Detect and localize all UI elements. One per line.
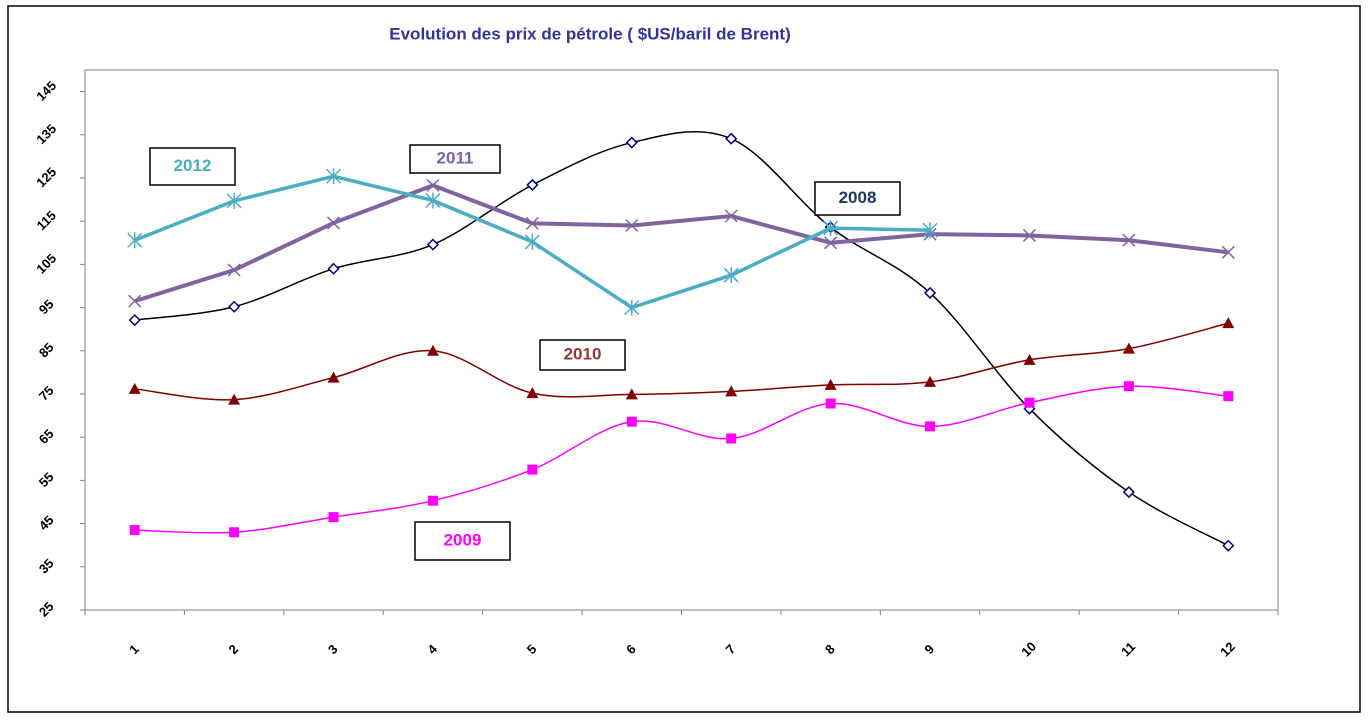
marker — [1222, 317, 1235, 329]
marker — [128, 314, 141, 327]
marker — [1123, 381, 1134, 392]
series-label-box — [539, 339, 626, 371]
marker — [526, 387, 539, 399]
marker — [1223, 391, 1234, 402]
marker — [229, 527, 240, 538]
marker — [128, 294, 142, 308]
marker — [724, 209, 738, 223]
marker — [824, 236, 838, 250]
series-label: 2009 — [444, 530, 482, 549]
series-label: 2010 — [564, 344, 602, 363]
marker — [1022, 228, 1036, 242]
marker — [128, 382, 141, 394]
marker — [1122, 486, 1135, 499]
marker — [1023, 353, 1036, 365]
marker — [625, 388, 638, 400]
marker — [625, 218, 639, 233]
marker — [427, 495, 438, 506]
marker — [726, 433, 737, 444]
marker — [228, 300, 241, 313]
chart-border — [7, 5, 1361, 713]
series-label: 2012 — [174, 156, 212, 175]
marker — [924, 375, 937, 387]
marker — [825, 398, 836, 409]
marker — [227, 263, 241, 277]
marker — [426, 178, 440, 192]
series-label-box — [414, 521, 511, 561]
marker — [525, 216, 539, 230]
marker — [725, 385, 738, 397]
marker — [625, 136, 638, 149]
marker — [1221, 245, 1235, 259]
series-line — [134, 183, 1229, 304]
marker — [725, 132, 738, 145]
marker — [426, 238, 440, 251]
series-label-box — [409, 144, 501, 174]
marker — [524, 233, 540, 250]
series-label: 2008 — [839, 188, 877, 207]
marker — [1122, 342, 1135, 354]
marker — [823, 220, 839, 237]
series-line — [134, 322, 1229, 401]
marker — [327, 262, 340, 275]
marker — [626, 416, 637, 427]
marker — [228, 393, 241, 405]
marker — [527, 464, 538, 475]
series-label-box — [814, 181, 901, 216]
marker — [426, 344, 439, 356]
marker — [425, 192, 441, 209]
marker — [129, 525, 140, 536]
chart-title: Evolution des prix de pétrole ( $US/bari… — [389, 24, 790, 43]
marker — [326, 168, 342, 185]
marker — [1122, 233, 1136, 247]
marker — [922, 222, 938, 239]
marker — [1024, 397, 1035, 408]
marker — [925, 421, 936, 432]
marker — [723, 267, 739, 284]
marker — [1222, 539, 1235, 552]
marker — [226, 192, 242, 209]
series-label-box — [149, 147, 236, 186]
marker — [824, 378, 837, 390]
marker — [327, 371, 340, 383]
marker — [127, 232, 143, 249]
marker — [923, 286, 937, 299]
marker — [526, 178, 539, 191]
series-label: 2011 — [437, 148, 474, 167]
marker — [624, 299, 640, 316]
marker — [328, 512, 339, 523]
marker — [327, 216, 341, 230]
